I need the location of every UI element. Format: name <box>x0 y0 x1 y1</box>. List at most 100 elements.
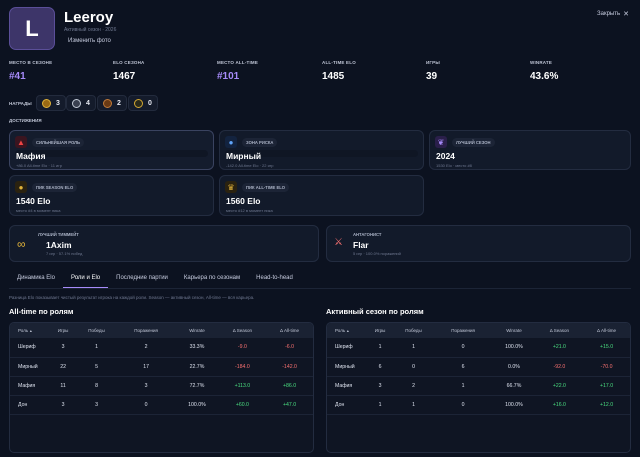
stat-label: Место в сезоне <box>9 60 53 65</box>
column-header-label: Победы <box>405 328 422 333</box>
table-row: Шериф 3 1 2 33.3% -9.0 -6.0 <box>10 338 313 358</box>
awards-label: НАГРАДЫ <box>9 101 32 106</box>
achievement-sub: 5 игр · 100.0% поражений <box>353 251 401 256</box>
tab-roles-elo[interactable]: Роли и Elo <box>62 272 109 288</box>
table-cell: 0 <box>393 357 434 377</box>
achievement-antagonist: ⚔ Антагонист Flar 5 игр · 100.0% поражен… <box>326 225 631 262</box>
column-header[interactable]: Поражения <box>116 323 176 338</box>
column-header-label: Поражения <box>451 328 475 333</box>
achievement-sub: +86.0 All-time Elo · 11 игр <box>16 163 62 168</box>
table-cell: +47.0 <box>266 395 313 415</box>
stat-value: 39 <box>426 71 438 82</box>
award-gold: 3 <box>36 95 66 111</box>
silver-medal-icon <box>72 98 81 108</box>
award-count: 4 <box>86 99 90 107</box>
table-row: Шериф 1 1 0 100.0% +21.0 +15.0 <box>327 338 630 358</box>
table-cell: 1 <box>367 338 394 358</box>
tab-recent-games[interactable]: Последние партии <box>116 275 168 281</box>
column-header-label: Δ All-time <box>597 328 617 333</box>
table-cell: -184.0 <box>218 357 267 377</box>
table-cell: 3 <box>367 376 394 396</box>
column-header[interactable]: Δ Season <box>535 323 584 338</box>
table-cell: 22 <box>50 357 77 377</box>
gold-medal-icon <box>42 98 51 108</box>
column-header[interactable]: Игры <box>367 323 394 338</box>
column-header[interactable]: Победы <box>393 323 434 338</box>
award-count: 3 <box>56 99 60 107</box>
achievement-value: 1540 Elo <box>16 196 51 206</box>
tab-bar: Динамика Elo Роли и Elo Последние партии… <box>9 272 301 288</box>
table-cell: +22.0 <box>535 376 584 396</box>
table-cell: -142.0 <box>266 357 313 377</box>
column-header-label: Δ Season <box>549 328 570 333</box>
table-cell: 0 <box>433 395 493 415</box>
achievement-sub: 1530 Elo · место #8 <box>436 163 472 168</box>
table-row: Мирный 22 5 17 22.7% -184.0 -142.0 <box>10 357 313 377</box>
table-cell: Мирный <box>327 357 367 377</box>
table-cell: 1 <box>76 338 117 358</box>
alltime-title: All-time по ролям <box>9 307 74 316</box>
table-cell: 1 <box>433 376 493 396</box>
tab-head-to-head[interactable]: Head-to-head <box>256 275 293 281</box>
tab-elo-dynamics[interactable]: Динамика Elo <box>17 275 55 281</box>
table-cell: 0.0% <box>492 357 536 377</box>
sort-asc-icon: ▲ <box>345 329 350 333</box>
award-count: 2 <box>117 99 121 107</box>
table-row: Мирный 6 0 6 0.0% -92.0 -70.0 <box>327 357 630 377</box>
table-cell: 6 <box>367 357 394 377</box>
column-header[interactable]: Победы <box>76 323 117 338</box>
achievement-best-teammate: ∞ Лучший тиммейт 1Axim 7 игр · 57.1% поб… <box>9 225 319 262</box>
edit-photo-link[interactable]: Изменить фото <box>68 38 111 44</box>
column-header[interactable]: Winrate <box>175 323 219 338</box>
table-cell: +15.0 <box>583 338 630 358</box>
table-cell: -6.0 <box>266 338 313 358</box>
table-row: Дон 1 1 0 100.0% +16.0 +12.0 <box>327 395 630 415</box>
table-cell: 0 <box>116 395 176 415</box>
table-cell: Мирный <box>10 357 50 377</box>
achievement-risk-zone: ● Зона риска Мирный -142.0 All-time Elo ·… <box>219 130 424 170</box>
column-header-label: Роль <box>335 328 346 333</box>
achievement-chip: Зона риска <box>242 137 278 147</box>
table-cell: 72.7% <box>175 376 219 396</box>
column-header-label: Δ Season <box>232 328 253 333</box>
achievement-chip: Лучший тиммейт <box>38 232 79 237</box>
table-cell: Дон <box>327 395 367 415</box>
column-header[interactable]: Δ All-time <box>583 323 630 338</box>
achievement-chip: Пик all-time Elo <box>242 182 290 192</box>
column-header[interactable]: Игры <box>50 323 77 338</box>
table-row: Дон 3 3 0 100.0% +60.0 +47.0 <box>10 395 313 415</box>
column-header[interactable]: Роль ▲ <box>327 323 367 338</box>
close-label: Закрыть <box>597 11 621 17</box>
column-header[interactable]: Δ Season <box>218 323 267 338</box>
stat-season-elo: Elo сезона 1467 <box>113 60 145 82</box>
stat-value: 1485 <box>322 71 345 82</box>
table-row: Мафия 3 2 1 66.7% +22.0 +17.0 <box>327 376 630 396</box>
wreath-medal-icon <box>134 98 143 108</box>
achievement-strongest-role: ▲ Сильнейшая роль Мафия +86.0 All-time El… <box>9 130 214 170</box>
table-cell: 100.0% <box>492 338 536 358</box>
column-header[interactable]: Δ All-time <box>266 323 313 338</box>
table-cell: 100.0% <box>175 395 219 415</box>
hat-icon: ▲ <box>15 136 27 148</box>
table-cell: 6 <box>433 357 493 377</box>
stat-value: 1467 <box>113 71 136 82</box>
sort-asc-icon: ▲ <box>28 329 33 333</box>
achievement-value: Мафия <box>16 151 46 161</box>
award-special: 0 <box>128 95 158 111</box>
table-cell: Мафия <box>327 376 367 396</box>
stat-winrate: Winrate 43.6% <box>530 60 558 82</box>
tab-season-career[interactable]: Карьера по сезонам <box>183 275 241 281</box>
avatar[interactable]: L <box>9 7 55 50</box>
column-header[interactable]: Роль ▲ <box>10 323 50 338</box>
bronze-medal-icon <box>103 98 112 108</box>
achievement-value: Flar <box>353 240 369 250</box>
table-cell: +60.0 <box>218 395 267 415</box>
medal-icon: ● <box>15 181 27 193</box>
close-button[interactable]: Закрыть ✕ <box>597 10 629 18</box>
infinity-icon: ∞ <box>17 237 26 251</box>
award-count: 0 <box>148 99 152 107</box>
column-header[interactable]: Winrate <box>492 323 536 338</box>
player-subtitle: Активный сезон · 2026 <box>64 27 117 33</box>
column-header[interactable]: Поражения <box>433 323 493 338</box>
column-header-label: Δ All-time <box>280 328 300 333</box>
